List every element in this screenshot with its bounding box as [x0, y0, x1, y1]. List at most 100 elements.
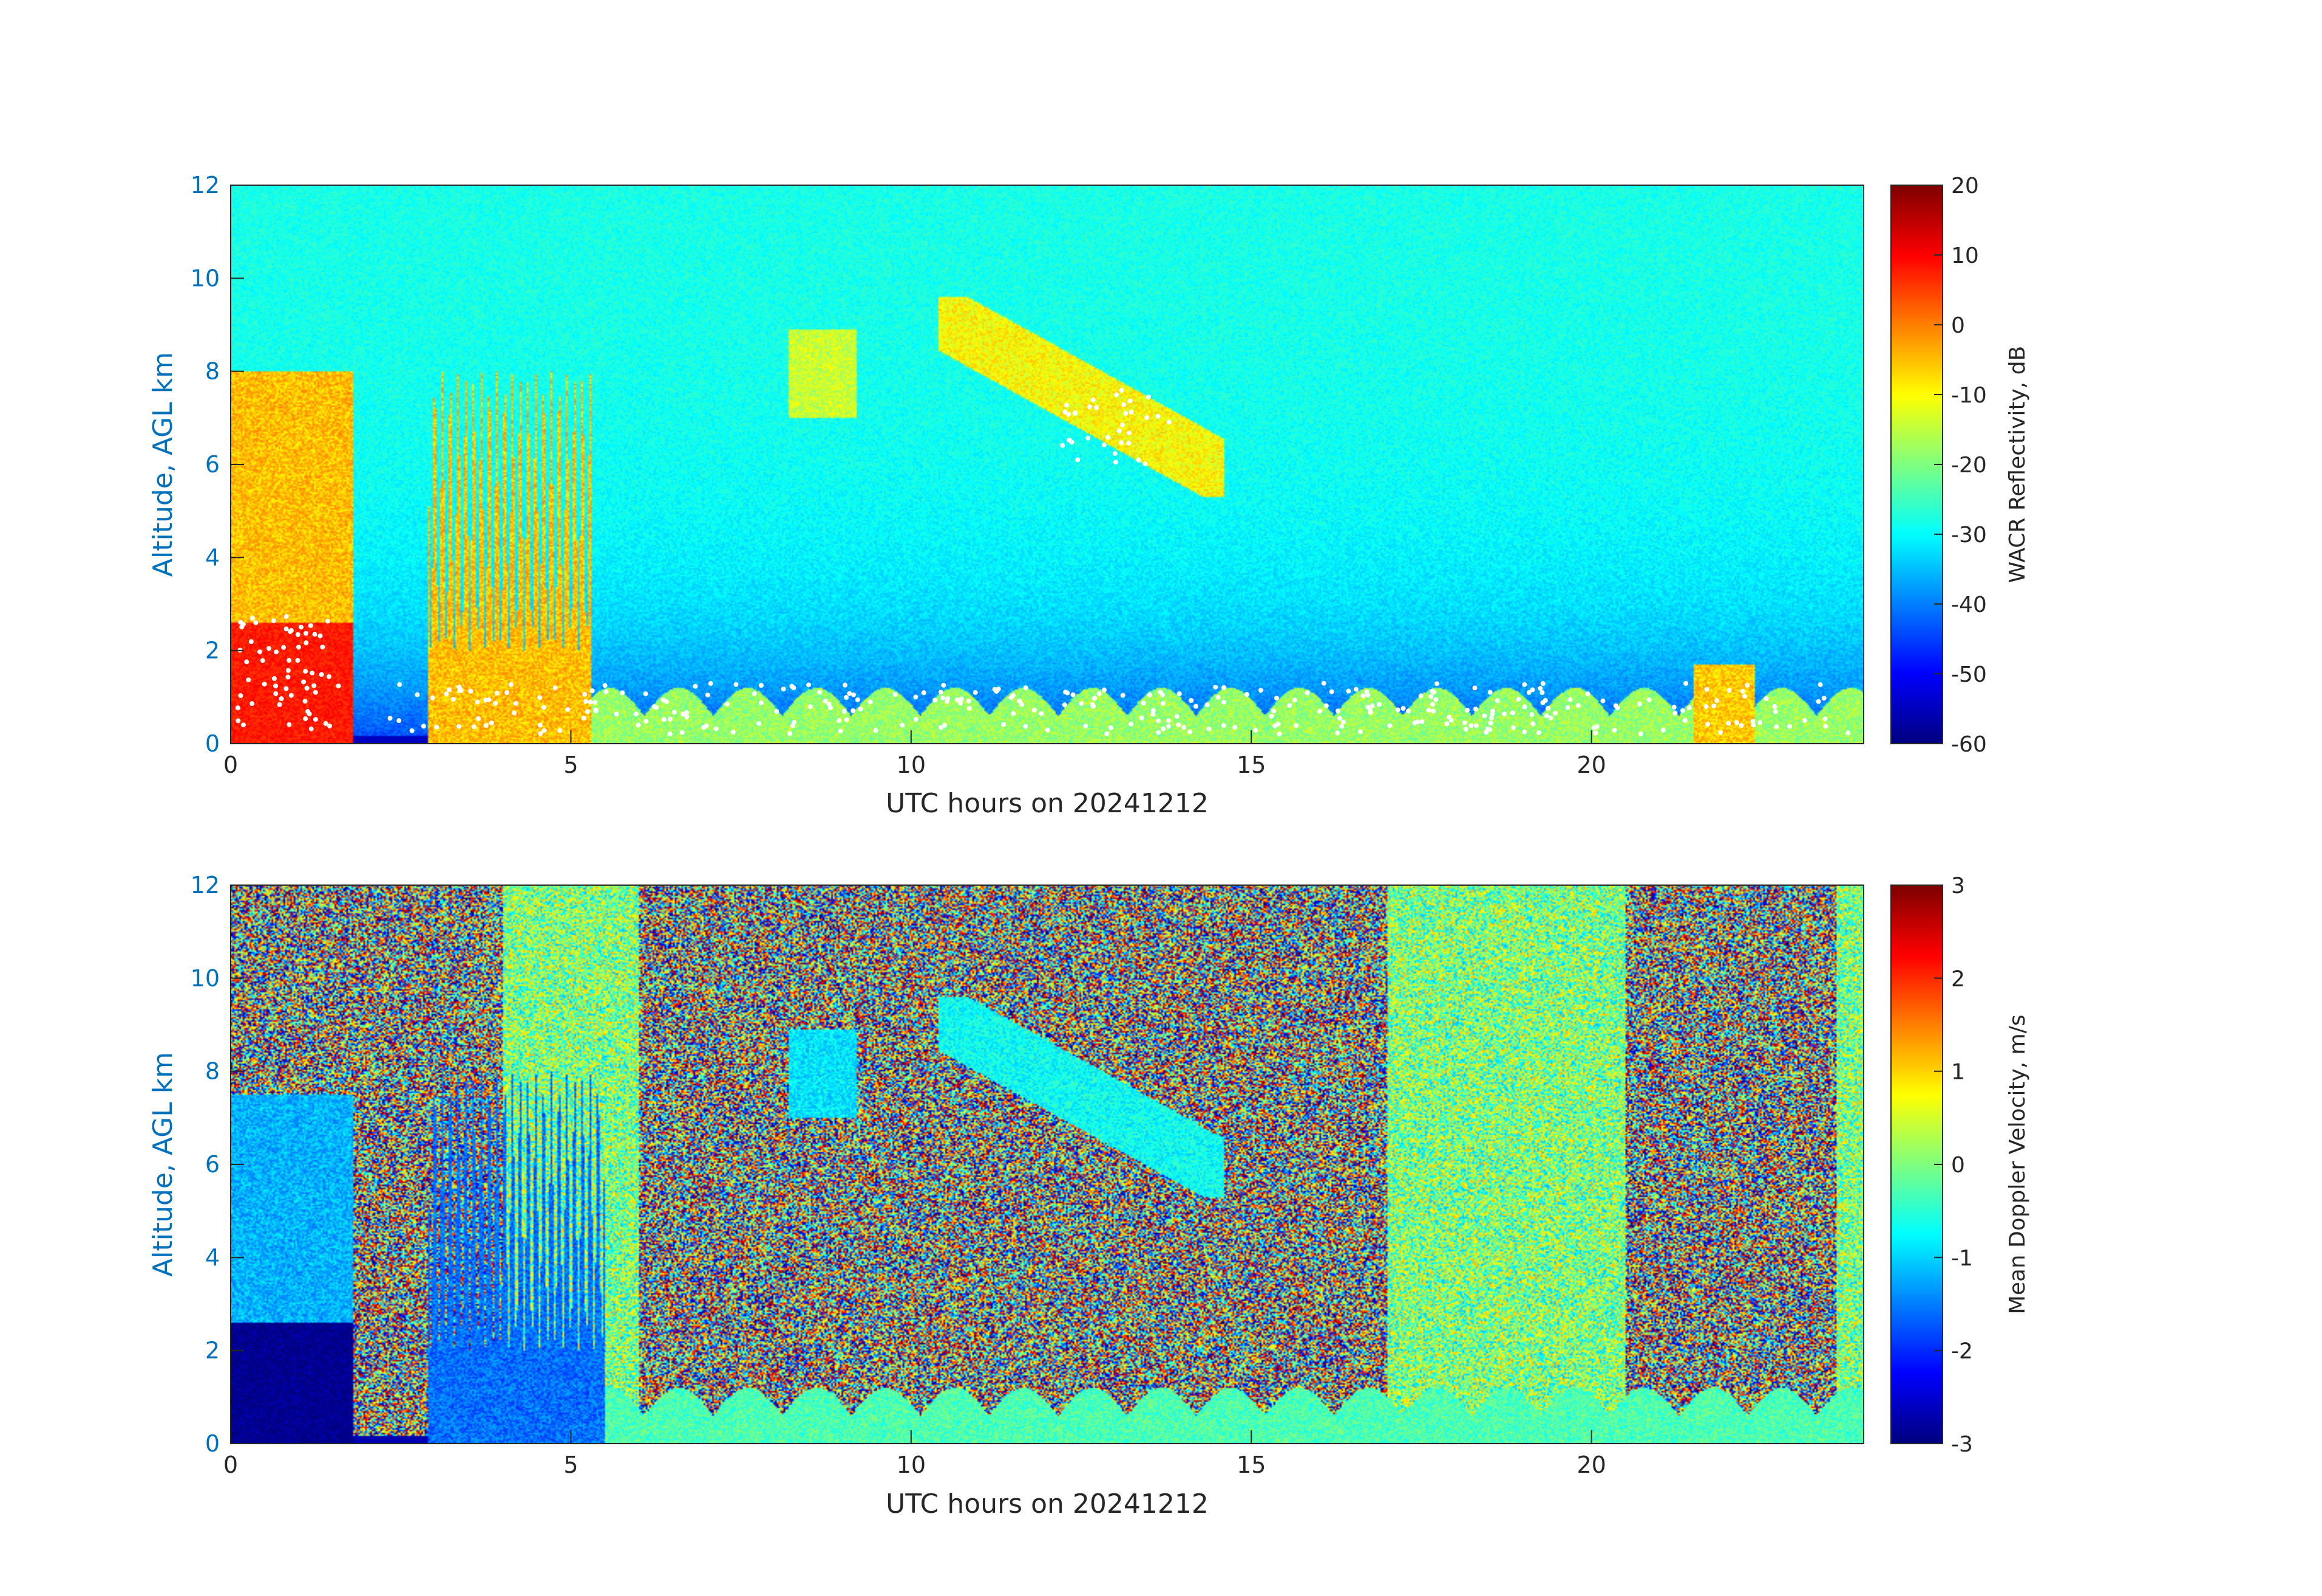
reflectivity-heatmap: [231, 185, 1864, 744]
cloud-base-point: [295, 657, 300, 663]
cloud-base-point: [1075, 457, 1081, 463]
y-tick-label: 10: [191, 965, 220, 991]
cloud-base-point: [1221, 723, 1226, 728]
cloud-base-point: [415, 692, 420, 698]
cloud-base-point: [1031, 707, 1037, 713]
cloud-base-point: [1548, 715, 1553, 721]
cloud-base-point: [304, 640, 309, 645]
cloud-base-point: [1544, 713, 1549, 719]
cloud-base-point: [671, 710, 677, 715]
cloud-base-point: [305, 708, 310, 714]
cloud-base-point: [1104, 731, 1110, 736]
cloud-base-point: [1232, 725, 1238, 730]
cloud-base-point: [1317, 708, 1323, 714]
colorbar-tick-label: -20: [1951, 453, 1987, 478]
cloud-base-point: [493, 701, 498, 706]
cloud-base-point: [295, 632, 300, 637]
cloud-base-point: [273, 649, 279, 654]
cloud-base-point: [1447, 715, 1452, 720]
doppler-colorbar-ticks: 3 2 1 0 -1 -2 -3: [1934, 874, 1973, 1457]
colorbar-tick-label: 1: [1951, 1060, 1965, 1085]
cloud-base-point: [240, 622, 246, 627]
x-tick-label: 0: [223, 1452, 238, 1478]
cloud-base-point: [1430, 702, 1435, 707]
cloud-base-point: [892, 691, 898, 697]
cloud-base-point: [1510, 725, 1516, 730]
doppler-heatmap: [231, 885, 1864, 1444]
cloud-base-point: [826, 701, 832, 707]
reflectivity-colorbar-ticks: 20 10 0 -10 -20 -30 -40 -50 -60: [1934, 174, 1987, 757]
cloud-base-point: [1181, 725, 1187, 730]
cloud-base-point: [565, 707, 571, 712]
x-tick-label: 15: [1237, 752, 1266, 778]
cloud-base-point: [323, 721, 328, 726]
cloud-base-point: [1740, 688, 1745, 694]
cloud-base-point: [1144, 415, 1150, 420]
cloud-base-point: [1704, 687, 1709, 692]
reflectivity-panel: 0 5 10 15 20 0 2 4 6 8 10 12 UTC hours on 20241212…: [148, 172, 2030, 819]
cloud-base-point: [468, 688, 474, 694]
reflectivity-colorbar: [1891, 185, 1943, 744]
cloud-base-point: [311, 683, 317, 688]
cloud-base-point: [1703, 704, 1709, 709]
cloud-base-point: [1822, 716, 1828, 722]
y-tick-label: 0: [205, 1430, 220, 1457]
cloud-base-point: [1102, 687, 1107, 693]
cloud-base-point: [325, 619, 330, 624]
cloud-base-point: [1336, 708, 1341, 714]
cloud-base-point: [643, 691, 648, 696]
cloud-base-point: [701, 725, 707, 730]
y-tick-label: 12: [191, 172, 220, 199]
cloud-base-point: [992, 687, 997, 692]
doppler-colorbar-label: Mean Doppler Velocity, m/s: [2005, 1014, 2030, 1314]
cloud-base-point: [288, 693, 294, 698]
cloud-base-point: [959, 696, 964, 702]
cloud-base-point: [730, 730, 736, 735]
cloud-base-point: [636, 722, 641, 728]
cloud-base-point: [475, 699, 480, 705]
cloud-base-point: [396, 718, 402, 724]
cloud-base-point: [1141, 701, 1146, 706]
cloud-base-point: [1510, 710, 1515, 716]
doppler-x-ticks: 0 5 10 15 20: [223, 1430, 1606, 1478]
cloud-base-point: [588, 699, 593, 705]
y-tick-label: 8: [205, 1058, 220, 1085]
cloud-base-point: [283, 627, 289, 632]
cloud-base-point: [1750, 719, 1756, 724]
cloud-base-point: [494, 690, 500, 696]
cloud-base-point: [614, 711, 619, 717]
cloud-base-point: [1011, 711, 1016, 716]
cloud-base-point: [1522, 704, 1527, 710]
x-tick-label: 10: [897, 1452, 926, 1478]
cloud-base-point: [774, 709, 779, 715]
cloud-base-point: [1575, 703, 1581, 708]
cloud-base-point: [1426, 707, 1431, 713]
cloud-base-point: [1323, 703, 1329, 708]
cloud-base-point: [1823, 724, 1828, 729]
cloud-base-point: [1176, 691, 1182, 696]
cloud-base-point: [1017, 698, 1022, 704]
cloud-base-point: [1543, 698, 1548, 703]
cloud-base-point: [1096, 691, 1102, 696]
cloud-base-point: [1060, 443, 1065, 448]
cloud-base-point: [1615, 705, 1620, 710]
cloud-base-point: [684, 714, 690, 719]
cloud-base-point: [593, 707, 599, 713]
cloud-base-point: [1368, 708, 1373, 713]
cloud-base-point: [308, 623, 313, 628]
cloud-base-point: [1147, 692, 1152, 698]
x-tick-label: 10: [897, 752, 926, 778]
cloud-base-point: [921, 690, 926, 696]
cloud-base-point: [1357, 729, 1363, 735]
cloud-base-point: [288, 628, 294, 633]
cloud-base-point: [1213, 684, 1218, 690]
x-tick-label: 20: [1577, 752, 1606, 778]
cloud-base-point: [1156, 730, 1161, 735]
cloud-base-point: [336, 683, 341, 688]
cloud-base-point: [1087, 404, 1092, 410]
cloud-base-point: [1370, 703, 1375, 708]
cloud-base-point: [447, 687, 452, 693]
cloud-base-point: [1120, 693, 1125, 698]
cloud-base-point: [958, 701, 963, 706]
cloud-base-point: [973, 690, 978, 695]
